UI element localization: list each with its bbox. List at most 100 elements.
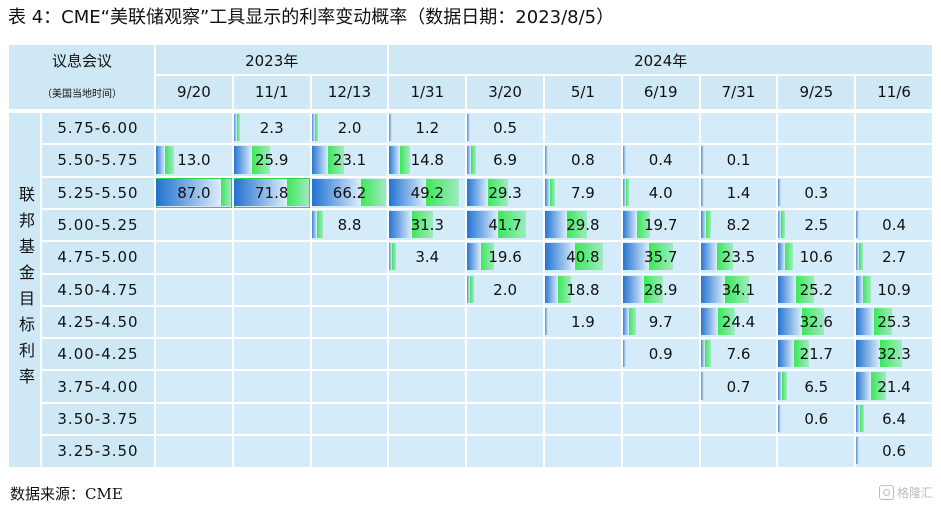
probability-bar bbox=[777, 210, 782, 239]
probability-value: 25.3 bbox=[877, 312, 911, 331]
table-cell: 1.2 bbox=[388, 112, 467, 145]
row-axis-label-text: 联邦基金目标利率 bbox=[16, 185, 35, 394]
probability-value: 25.9 bbox=[254, 151, 289, 170]
probability-bar-tail bbox=[793, 340, 809, 368]
probability-bar bbox=[232, 114, 237, 142]
probability-bar bbox=[621, 146, 626, 174]
probability-value: 6.4 bbox=[882, 409, 907, 428]
grid-line bbox=[41, 337, 933, 340]
grid-line bbox=[698, 75, 701, 468]
probability-bar bbox=[699, 307, 719, 336]
table-cell: 0.3 bbox=[777, 176, 856, 209]
table-cell bbox=[155, 338, 233, 371]
probability-value: 2.7 bbox=[882, 248, 907, 267]
table-cell bbox=[388, 370, 467, 403]
table-cell bbox=[310, 338, 389, 371]
probability-table: 议息会议 （美国当地时间） 2023年 2024年 9/20 11/1 12/13 1/31 3… bbox=[9, 45, 934, 468]
probability-value: 13.0 bbox=[177, 151, 211, 170]
table-cell bbox=[855, 144, 933, 177]
probability-bar bbox=[310, 210, 318, 239]
probability-bar bbox=[699, 178, 704, 206]
table-cell bbox=[232, 435, 311, 468]
table-cell: 3.4 bbox=[388, 241, 467, 274]
table-cell bbox=[310, 402, 389, 435]
probability-bar-tail bbox=[717, 243, 734, 271]
year-header: 2023年 bbox=[155, 45, 389, 75]
probability-bar bbox=[544, 210, 567, 239]
date-header: 6/19 bbox=[621, 75, 700, 109]
probability-bar bbox=[777, 243, 786, 271]
probability-bar bbox=[699, 243, 718, 271]
probability-value: 0.6 bbox=[804, 409, 829, 428]
probability-bar bbox=[544, 275, 559, 303]
date-header: 7/31 bbox=[699, 75, 778, 109]
table-cell bbox=[310, 273, 389, 306]
probability-value: 0.3 bbox=[804, 183, 829, 202]
table-cell: 25.9 bbox=[232, 144, 311, 177]
probability-value: 32.6 bbox=[799, 312, 833, 331]
table-cell: 66.2 bbox=[310, 176, 389, 209]
date-header: 1/31 bbox=[388, 75, 467, 109]
probability-value: 21.4 bbox=[877, 377, 911, 396]
probability-bar bbox=[232, 146, 253, 174]
table-cell: 6.9 bbox=[466, 144, 544, 177]
probability-bar bbox=[466, 178, 489, 206]
probability-bar bbox=[466, 243, 482, 271]
table-cell: 34.1 bbox=[699, 273, 778, 306]
probability-value: 25.2 bbox=[799, 280, 833, 299]
probability-value: 23.5 bbox=[721, 248, 756, 267]
probability-bar-tail bbox=[796, 275, 814, 303]
probability-bar-tail bbox=[236, 114, 241, 142]
date-header: 12/13 bbox=[310, 75, 389, 109]
table-cell bbox=[388, 402, 467, 435]
probability-value: 0.4 bbox=[882, 216, 907, 235]
probability-bar-tail bbox=[574, 243, 603, 271]
probability-value: 2.0 bbox=[337, 119, 362, 138]
table-cell bbox=[466, 305, 544, 339]
table-cell: 25.2 bbox=[777, 273, 856, 306]
probability-value: 7.9 bbox=[570, 183, 595, 202]
table-cell bbox=[388, 435, 467, 468]
probability-value: 21.7 bbox=[799, 345, 833, 364]
probability-bar bbox=[621, 340, 626, 368]
probability-bar bbox=[155, 178, 221, 206]
year-header: 2024年 bbox=[388, 45, 933, 75]
table-cell: 9.7 bbox=[621, 305, 700, 339]
probability-value: 18.8 bbox=[566, 280, 600, 299]
grid-line bbox=[155, 74, 933, 76]
table-cell: 2.5 bbox=[777, 208, 856, 242]
table-cell: 14.8 bbox=[388, 144, 467, 177]
probability-bar-tail bbox=[164, 146, 174, 174]
probability-value: 14.8 bbox=[410, 151, 444, 170]
source-note: 数据来源：CME bbox=[10, 485, 123, 503]
probability-value: 10.6 bbox=[799, 248, 833, 267]
probability-bar-tail bbox=[252, 146, 271, 174]
date-header: 9/25 bbox=[777, 75, 856, 109]
table-cell bbox=[232, 305, 311, 339]
probability-bar bbox=[388, 210, 413, 239]
table-cell: 10.6 bbox=[777, 241, 856, 274]
table-cell: 21.7 bbox=[777, 338, 856, 371]
probability-value: 87.0 bbox=[177, 183, 211, 202]
table-cell: 18.8 bbox=[544, 273, 622, 306]
probability-bar-tail bbox=[488, 178, 509, 206]
probability-bar-tail bbox=[220, 178, 231, 206]
probability-value: 40.8 bbox=[566, 248, 600, 267]
table-cell: 31.3 bbox=[388, 208, 467, 242]
probability-bar-tail bbox=[360, 178, 387, 206]
row-axis-label: 联邦基金目标利率 bbox=[9, 112, 41, 468]
table-cell: 6.5 bbox=[777, 370, 856, 403]
table-cell: 8.2 bbox=[699, 208, 778, 242]
table-cell bbox=[155, 305, 233, 339]
probability-bar-tail bbox=[625, 178, 630, 206]
grid-line bbox=[465, 75, 468, 468]
table-cell: 2.0 bbox=[310, 112, 389, 145]
probability-value: 1.4 bbox=[726, 183, 751, 202]
probability-bar bbox=[855, 340, 880, 368]
table-cell: 29.8 bbox=[544, 208, 622, 242]
probability-value: 2.0 bbox=[493, 280, 518, 299]
probability-bar bbox=[777, 340, 794, 368]
table-cell bbox=[232, 208, 311, 242]
watermark: 格隆汇 bbox=[878, 484, 933, 501]
probability-bar-tail bbox=[863, 275, 871, 303]
